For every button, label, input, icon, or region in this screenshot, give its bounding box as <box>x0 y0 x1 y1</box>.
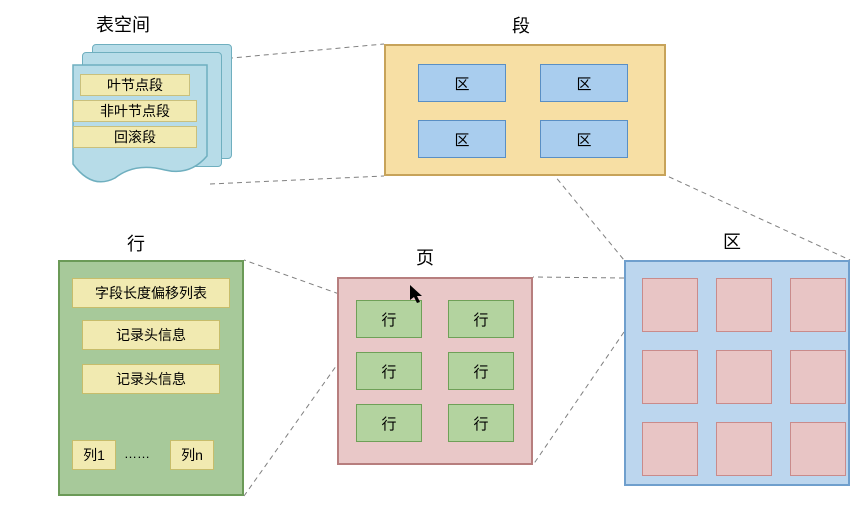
segment-zone-cell: 区 <box>540 120 628 158</box>
zone-page-cell <box>716 350 772 404</box>
page-row-cell: 行 <box>356 404 422 442</box>
page-title: 页 <box>416 244 434 270</box>
segment-zone-cell: 区 <box>418 64 506 102</box>
page-row-cell: 行 <box>356 300 422 338</box>
zone-title: 区 <box>723 228 741 254</box>
tablespace-segment: 叶节点段 <box>80 74 190 96</box>
page-row-cell: 行 <box>356 352 422 390</box>
page-row-cell: 行 <box>448 300 514 338</box>
zone-page-cell <box>790 422 846 476</box>
row-header-cell: 记录头信息 <box>82 320 220 350</box>
zone-page-cell <box>790 278 846 332</box>
row-title: 行 <box>127 230 145 256</box>
segment-zone-cell: 区 <box>540 64 628 102</box>
page-row-cell: 行 <box>448 404 514 442</box>
page-row-cell: 行 <box>448 352 514 390</box>
tablespace-title: 表空间 <box>96 11 150 37</box>
segment-title: 段 <box>512 12 530 38</box>
connector-line <box>210 176 384 184</box>
zone-page-cell <box>716 278 772 332</box>
zone-page-cell <box>716 422 772 476</box>
row-header-cell: 记录头信息 <box>82 364 220 394</box>
zone-page-cell <box>642 350 698 404</box>
connector-line <box>533 332 624 465</box>
segment-zone-cell: 区 <box>418 120 506 158</box>
tablespace-segment: 非叶节点段 <box>73 100 197 122</box>
row-header-cell: 字段长度偏移列表 <box>72 278 230 308</box>
row-col-first: 列1 <box>72 440 116 470</box>
row-col-last: 列n <box>170 440 214 470</box>
zone-page-cell <box>790 350 846 404</box>
connector-line <box>210 44 384 60</box>
zone-page-cell <box>642 422 698 476</box>
connector-line <box>533 277 624 278</box>
zone-page-cell <box>642 278 698 332</box>
row-col-ellipsis: …… <box>124 446 150 461</box>
tablespace-segment: 回滚段 <box>73 126 197 148</box>
